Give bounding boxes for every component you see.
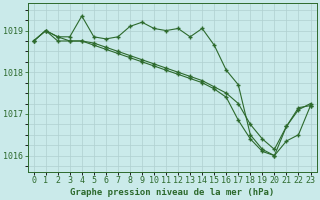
- X-axis label: Graphe pression niveau de la mer (hPa): Graphe pression niveau de la mer (hPa): [70, 188, 274, 197]
